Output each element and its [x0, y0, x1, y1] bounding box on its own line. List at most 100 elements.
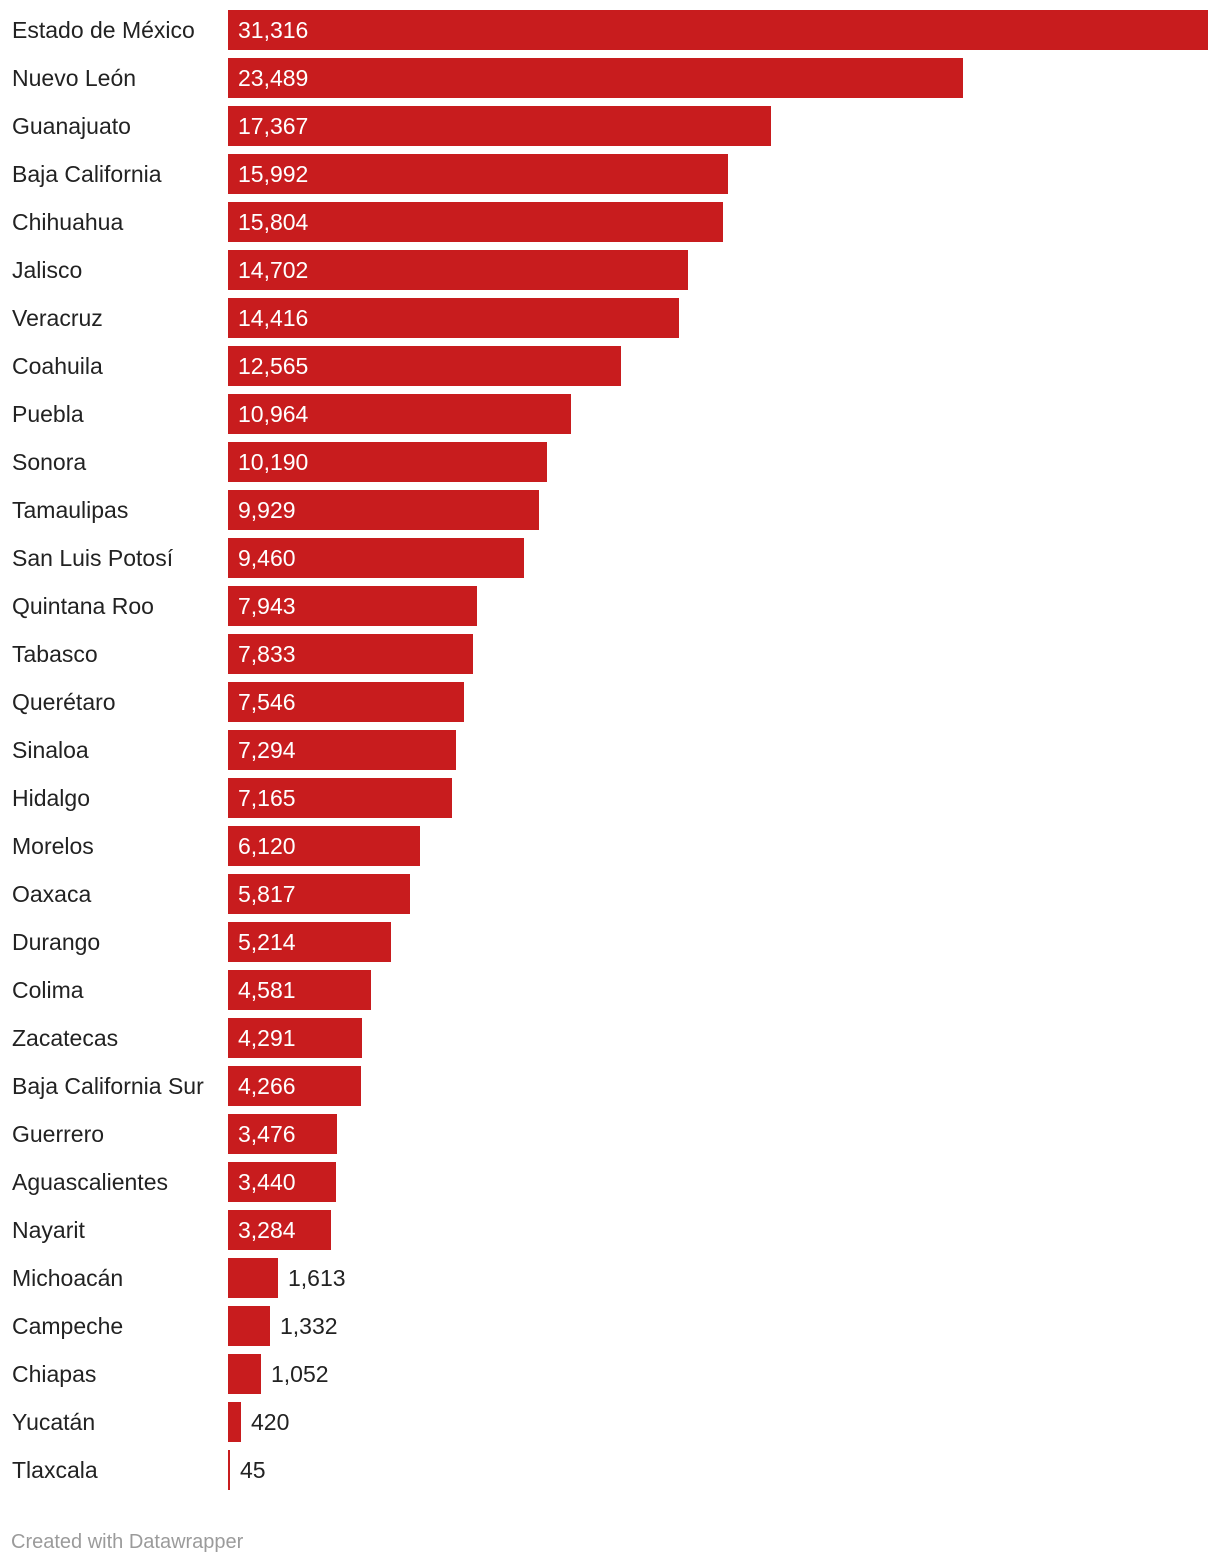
value-label: 12,565	[238, 353, 309, 379]
bar-row: Quintana Roo 7,943	[0, 586, 1220, 626]
category-label: Oaxaca	[12, 881, 92, 907]
bar	[228, 202, 723, 242]
bar-row: Nuevo León 23,489	[0, 58, 1220, 98]
category-label: Nayarit	[12, 1217, 85, 1243]
bar-row: Zacatecas 4,291	[0, 1018, 1220, 1058]
bar	[228, 586, 477, 626]
value-label: 7,165	[238, 785, 296, 811]
category-label: Jalisco	[12, 257, 83, 283]
value-label: 10,964	[238, 401, 309, 427]
bar	[228, 634, 473, 674]
bar-row: Hidalgo 7,165	[0, 778, 1220, 818]
value-label: 45	[240, 1457, 266, 1483]
bar	[228, 1018, 362, 1058]
category-label: Puebla	[12, 401, 84, 427]
bar	[228, 10, 1208, 50]
bar-row: Guanajuato 17,367	[0, 106, 1220, 146]
value-label: 1,052	[271, 1361, 329, 1387]
category-label: Querétaro	[12, 689, 116, 715]
bar	[228, 250, 688, 290]
category-label: Morelos	[12, 833, 94, 859]
bar-row: Coahuila 12,565	[0, 346, 1220, 386]
category-label: Tamaulipas	[12, 497, 129, 523]
category-label: San Luis Potosí	[12, 545, 174, 571]
value-label: 7,294	[238, 737, 296, 763]
bar-row: Oaxaca 5,817	[0, 874, 1220, 914]
category-label: Sinaloa	[12, 737, 89, 763]
value-label: 3,440	[238, 1169, 296, 1195]
bar	[228, 346, 621, 386]
bar-row: Chihuahua 15,804	[0, 202, 1220, 242]
value-label: 3,476	[238, 1121, 296, 1147]
bar	[228, 1066, 361, 1106]
value-label: 14,702	[238, 257, 309, 283]
category-label: Colima	[12, 977, 84, 1003]
bar-row: San Luis Potosí 9,460	[0, 538, 1220, 578]
bar	[228, 1258, 278, 1298]
bar-row: Tamaulipas 9,929	[0, 490, 1220, 530]
category-label: Coahuila	[12, 353, 103, 379]
value-label: 14,416	[238, 305, 309, 331]
bar	[228, 1450, 230, 1490]
bar-row: Puebla 10,964	[0, 394, 1220, 434]
bar	[228, 1402, 241, 1442]
bar-row: Sinaloa 7,294	[0, 730, 1220, 770]
value-label: 7,546	[238, 689, 296, 715]
bar-row: Chiapas 1,052	[0, 1354, 1220, 1394]
bar-row: Querétaro 7,546	[0, 682, 1220, 722]
bar-chart: Estado de México 31,316 Nuevo León 23,489 Gu…	[0, 10, 1220, 1490]
category-label: Hidalgo	[12, 785, 90, 811]
datawrapper-credit: Created with Datawrapper	[11, 1531, 244, 1553]
bar	[228, 682, 464, 722]
bar-row: Aguascalientes 3,440	[0, 1162, 1220, 1202]
value-label: 23,489	[238, 65, 309, 91]
value-label: 4,291	[238, 1025, 296, 1051]
bar	[228, 1162, 336, 1202]
value-label: 7,943	[238, 593, 296, 619]
bar	[228, 1210, 331, 1250]
bar	[228, 298, 679, 338]
bar	[228, 1306, 270, 1346]
category-label: Tlaxcala	[12, 1457, 98, 1483]
value-label: 9,460	[238, 545, 296, 571]
bar	[228, 538, 524, 578]
category-label: Sonora	[12, 449, 87, 475]
category-label: Chiapas	[12, 1361, 97, 1387]
category-label: Chihuahua	[12, 209, 124, 235]
bar-row: Tlaxcala 45	[0, 1450, 1220, 1490]
bar	[228, 778, 452, 818]
value-label: 4,266	[238, 1073, 296, 1099]
category-label: Guanajuato	[12, 113, 131, 139]
bar	[228, 826, 420, 866]
category-label: Guerrero	[12, 1121, 105, 1147]
bar-row: Morelos 6,120	[0, 826, 1220, 866]
category-label: Tabasco	[12, 641, 98, 667]
bar-row: Colima 4,581	[0, 970, 1220, 1010]
value-label: 10,190	[238, 449, 309, 475]
value-label: 15,992	[238, 161, 309, 187]
value-label: 15,804	[238, 209, 309, 235]
value-label: 420	[251, 1409, 290, 1435]
bar	[228, 730, 456, 770]
bar-row: Tabasco 7,833	[0, 634, 1220, 674]
bar-row: Campeche 1,332	[0, 1306, 1220, 1346]
category-label: Nuevo León	[12, 65, 137, 91]
bar	[228, 106, 771, 146]
bar	[228, 394, 571, 434]
bar-row: Durango 5,214	[0, 922, 1220, 962]
bar-row: Estado de México 31,316	[0, 10, 1220, 50]
bar	[228, 874, 410, 914]
bar	[228, 970, 371, 1010]
bar-row: Yucatán 420	[0, 1402, 1220, 1442]
category-label: Quintana Roo	[12, 593, 154, 619]
category-label: Campeche	[12, 1313, 124, 1339]
value-label: 7,833	[238, 641, 296, 667]
value-label: 17,367	[238, 113, 309, 139]
category-label: Durango	[12, 929, 101, 955]
bar-row: Jalisco 14,702	[0, 250, 1220, 290]
category-label: Yucatán	[12, 1409, 96, 1435]
value-label: 1,613	[288, 1265, 346, 1291]
bar	[228, 922, 391, 962]
bar-row: Baja California 15,992	[0, 154, 1220, 194]
category-label: Baja California Sur	[12, 1073, 204, 1099]
